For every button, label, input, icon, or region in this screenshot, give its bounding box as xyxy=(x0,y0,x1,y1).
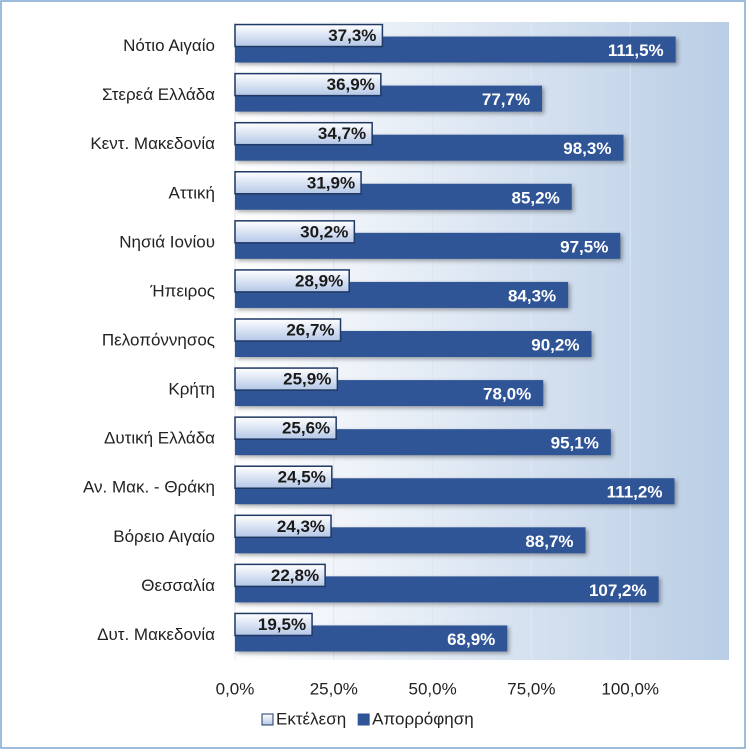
bar xyxy=(234,318,342,342)
bar xyxy=(234,612,313,637)
y-tick-label: Κρήτη xyxy=(168,380,215,399)
y-tick-label: Δυτ. Μακεδονία xyxy=(97,625,215,644)
data-label: 111,2% xyxy=(607,483,663,502)
data-label: 84,3% xyxy=(508,286,556,305)
x-tick-label: 75,0% xyxy=(507,679,555,698)
data-label: 98,3% xyxy=(563,139,611,158)
data-label: 37,3% xyxy=(328,26,376,45)
legend-label: Εκτέλεση xyxy=(276,709,346,728)
legend-swatch xyxy=(357,713,370,726)
legend-label: Απορρόφηση xyxy=(372,709,474,728)
data-label: 85,2% xyxy=(512,188,560,207)
bar xyxy=(234,367,339,391)
y-tick-label: Δυτική Ελλάδα xyxy=(104,429,215,448)
legend-swatch xyxy=(261,713,274,726)
data-label: 90,2% xyxy=(531,335,579,354)
bar xyxy=(234,465,333,489)
bar xyxy=(234,171,362,195)
y-tick-label: Πελοπόννησος xyxy=(102,330,215,349)
x-tick-label: 100,0% xyxy=(601,679,659,698)
y-tick-label: Αττική xyxy=(168,183,215,202)
data-label: 111,5% xyxy=(608,41,664,60)
data-label: 28,9% xyxy=(295,271,343,290)
data-label: 95,1% xyxy=(551,434,599,453)
y-tick-label: Στερεά Ελλάδα xyxy=(102,85,215,104)
data-label: 78,0% xyxy=(483,385,531,404)
bar xyxy=(234,121,373,146)
bar xyxy=(234,23,384,48)
data-label: 26,7% xyxy=(286,320,334,339)
x-tick-label: 0,0% xyxy=(216,679,255,698)
data-label: 77,7% xyxy=(482,90,530,109)
y-tick-label: Νότιο Αιγαίο xyxy=(123,36,215,55)
data-label: 107,2% xyxy=(589,581,647,600)
data-label: 68,9% xyxy=(447,630,495,649)
bar xyxy=(234,563,326,588)
data-label: 34,7% xyxy=(318,124,366,143)
data-label: 88,7% xyxy=(525,532,573,551)
x-tick-label: 25,0% xyxy=(310,679,358,698)
bar xyxy=(234,514,332,539)
bar xyxy=(234,416,337,440)
data-label: 25,9% xyxy=(283,370,331,389)
y-tick-label: Αν. Μακ. - Θράκη xyxy=(83,478,215,497)
data-label: 31,9% xyxy=(307,173,355,192)
y-tick-label: Ήπειρος xyxy=(149,281,215,300)
y-tick-label: Κεντ. Μακεδονία xyxy=(90,134,215,153)
bar xyxy=(234,220,356,244)
data-label: 30,2% xyxy=(300,222,348,241)
data-label: 22,8% xyxy=(271,566,319,585)
y-tick-label: Θεσσαλία xyxy=(141,576,215,595)
y-tick-label: Νησιά Ιονίου xyxy=(119,232,215,251)
data-label: 97,5% xyxy=(560,237,608,256)
data-label: 25,6% xyxy=(282,419,330,438)
data-label: 36,9% xyxy=(327,75,375,94)
data-label: 19,5% xyxy=(258,615,306,634)
x-tick-label: 50,0% xyxy=(408,679,456,698)
y-tick-label: Βόρειο Αιγαίο xyxy=(113,527,215,546)
bar xyxy=(234,72,382,97)
bar xyxy=(234,269,350,293)
data-label: 24,5% xyxy=(278,468,326,487)
data-label: 24,3% xyxy=(277,517,325,536)
